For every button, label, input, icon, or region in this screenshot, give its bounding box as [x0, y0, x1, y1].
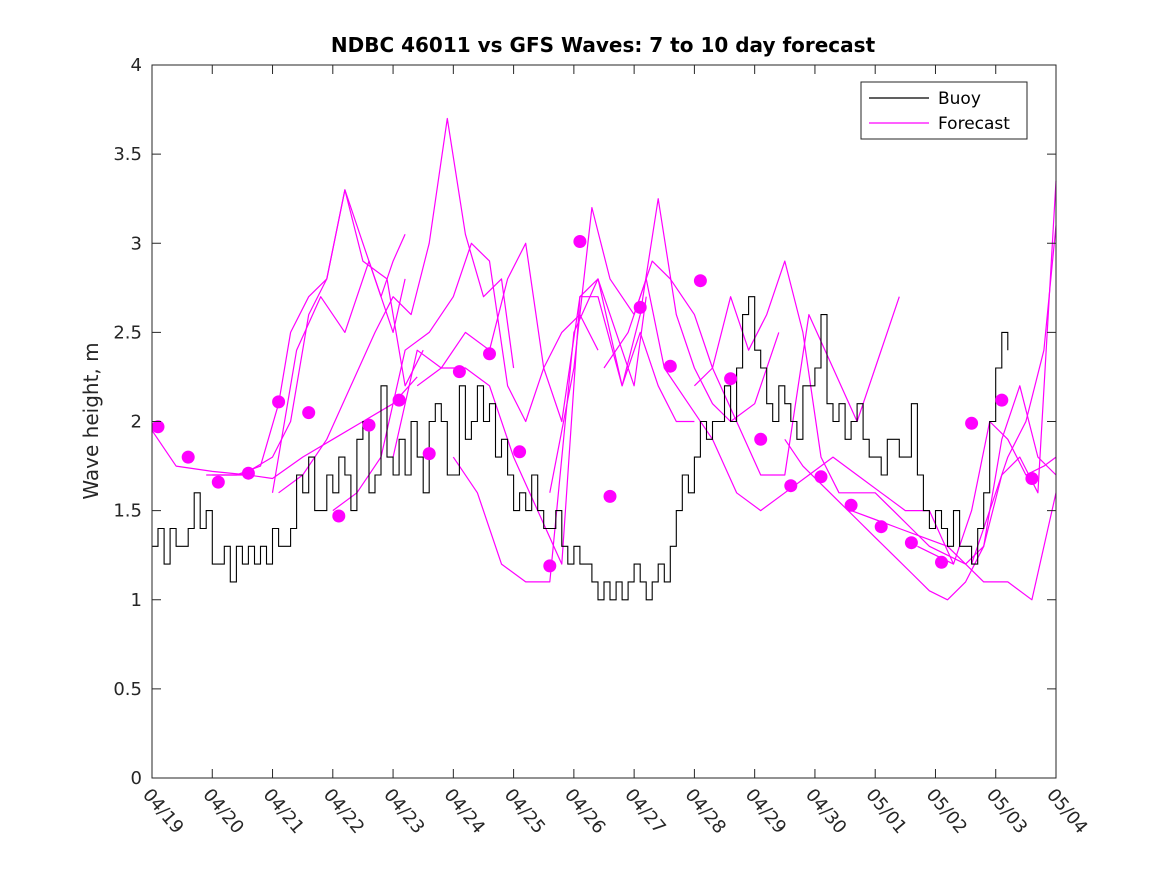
- forecast-marker: [452, 365, 466, 379]
- legend: Buoy Forecast: [860, 81, 1028, 140]
- y-tick-label: 4: [131, 55, 142, 76]
- forecast-line-14: [850, 385, 1057, 565]
- forecast-marker: [724, 372, 738, 386]
- forecast-marker: [844, 498, 858, 512]
- forecast-marker: [181, 450, 195, 464]
- forecast-line-4: [271, 260, 406, 493]
- forecast-marker: [241, 466, 255, 480]
- forecast-line-3: [212, 189, 406, 476]
- forecast-marker: [573, 235, 587, 248]
- y-tick-label: 2.5: [113, 322, 142, 343]
- legend-box: [860, 81, 1028, 140]
- forecast-marker: [754, 432, 768, 446]
- forecast-marker: [543, 559, 557, 573]
- forecast-marker: [874, 520, 888, 534]
- buoy-line: [152, 296, 1009, 601]
- forecast-marker: [663, 359, 677, 373]
- forecast-marker: [965, 416, 979, 430]
- forecast-marker: [603, 489, 617, 503]
- forecast-marker: [784, 479, 798, 493]
- forecast-marker: [151, 420, 165, 434]
- forecast-line-8: [416, 296, 695, 565]
- forecast-marker: [935, 555, 948, 569]
- y-axis-label: Wave height, m: [79, 342, 103, 499]
- y-tick-label: 1: [131, 590, 142, 611]
- forecast-line-13: [784, 180, 1057, 601]
- forecast-line-11: [603, 278, 955, 565]
- forecast-marker: [904, 536, 918, 550]
- forecast-marker: [995, 393, 1009, 407]
- forecast-line-1: [151, 376, 418, 480]
- y-tick-label: 0.5: [113, 679, 142, 700]
- legend-label-forecast: Forecast: [938, 114, 1010, 134]
- forecast-marker: [633, 300, 647, 314]
- forecast-marker: [332, 509, 346, 523]
- forecast-marker: [422, 447, 436, 461]
- forecast-marker: [211, 475, 225, 489]
- data-marks: [151, 117, 1057, 601]
- forecast-marker: [1025, 472, 1039, 485]
- forecast-line-7: [392, 242, 647, 458]
- y-tick-label: 0: [131, 768, 142, 789]
- forecast-line-6: [332, 242, 599, 512]
- chart-title: NDBC 46011 vs GFS Waves: 7 to 10 day for…: [331, 33, 876, 57]
- forecast-marker: [483, 347, 496, 361]
- y-tick-label: 3: [131, 233, 142, 254]
- forecast-marker: [392, 393, 406, 407]
- plot-background: [152, 65, 1056, 778]
- y-tick-label: 3.5: [113, 144, 142, 165]
- y-tick-label: 1.5: [113, 501, 142, 522]
- plot-area: [152, 65, 1056, 778]
- forecast-line-12: [693, 260, 1057, 601]
- forecast-marker: [814, 470, 828, 484]
- forecast-line-5: [278, 117, 515, 494]
- forecast-marker: [513, 445, 527, 459]
- forecast-marker: [272, 395, 286, 409]
- forecast-marker: [693, 274, 707, 288]
- forecast-marker: [302, 406, 316, 420]
- forecast-line-16: [971, 225, 1057, 565]
- legend-label-buoy: Buoy: [938, 89, 981, 109]
- y-tick-label: 2: [131, 412, 142, 433]
- forecast-marker: [362, 418, 376, 432]
- forecast-line-9: [452, 198, 780, 583]
